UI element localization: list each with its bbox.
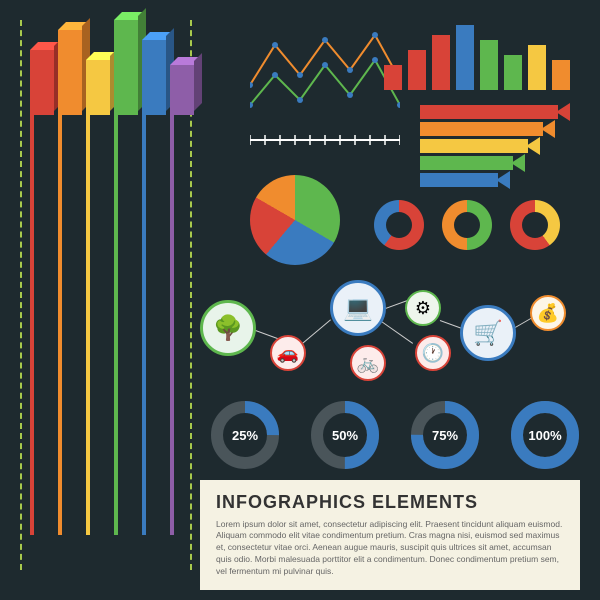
- bar-3d: [30, 50, 54, 115]
- arrow: [420, 173, 510, 187]
- arrow: [420, 156, 525, 170]
- bar: [432, 35, 450, 90]
- bar: [408, 50, 426, 90]
- donut-row: [374, 200, 560, 250]
- bar: [480, 40, 498, 90]
- pie-chart: [250, 175, 340, 265]
- network-icon: ⚙: [405, 290, 441, 326]
- progress-label: 100%: [528, 428, 561, 443]
- arrow: [420, 139, 540, 153]
- network-icon: 🛒: [460, 305, 516, 361]
- bar-3d: [86, 60, 110, 115]
- divider-dashed: [20, 20, 22, 570]
- bar-3d: [58, 30, 82, 115]
- network-icon: 🚗: [270, 335, 306, 371]
- donut-chart: [510, 200, 560, 250]
- bar-3d: [114, 20, 138, 115]
- network-icon: 🕐: [415, 335, 451, 371]
- bar-chart-small: [384, 20, 570, 90]
- line-chart: [250, 25, 400, 125]
- bar: [504, 55, 522, 90]
- donut-chart: [374, 200, 424, 250]
- arrow: [420, 122, 555, 136]
- progress-donut: 75%: [410, 400, 480, 470]
- progress-label: 25%: [232, 428, 258, 443]
- connector-line: [300, 319, 331, 345]
- progress-donut: 50%: [310, 400, 380, 470]
- footer-panel: INFOGRAPHICS ELEMENTS Lorem ipsum dolor s…: [200, 480, 580, 590]
- progress-row: 25% 50% 75% 100%: [210, 400, 580, 470]
- bar-3d: [142, 40, 166, 115]
- progress-label: 50%: [332, 428, 358, 443]
- progress-donut: 25%: [210, 400, 280, 470]
- network-icon: 💰: [530, 295, 566, 331]
- donut-chart: [442, 200, 492, 250]
- bar: [384, 65, 402, 90]
- network-icon: 💻: [330, 280, 386, 336]
- network-icon: 🚲: [350, 345, 386, 381]
- timeline-axis: [250, 130, 400, 155]
- bar-chart-3d: [30, 20, 194, 115]
- footer-title: INFOGRAPHICS ELEMENTS: [216, 492, 564, 513]
- footer-body: Lorem ipsum dolor sit amet, consectetur …: [216, 519, 564, 578]
- bar-3d: [170, 65, 194, 115]
- bar: [528, 45, 546, 90]
- icon-network: 🌳🚗💻🚲⚙🕐🛒💰: [200, 280, 560, 380]
- arrow-bars: [420, 105, 570, 190]
- network-icon: 🌳: [200, 300, 256, 356]
- progress-donut: 100%: [510, 400, 580, 470]
- arrow: [420, 105, 570, 119]
- bar: [456, 25, 474, 90]
- connector-line: [380, 320, 413, 344]
- progress-label: 75%: [432, 428, 458, 443]
- bar: [552, 60, 570, 90]
